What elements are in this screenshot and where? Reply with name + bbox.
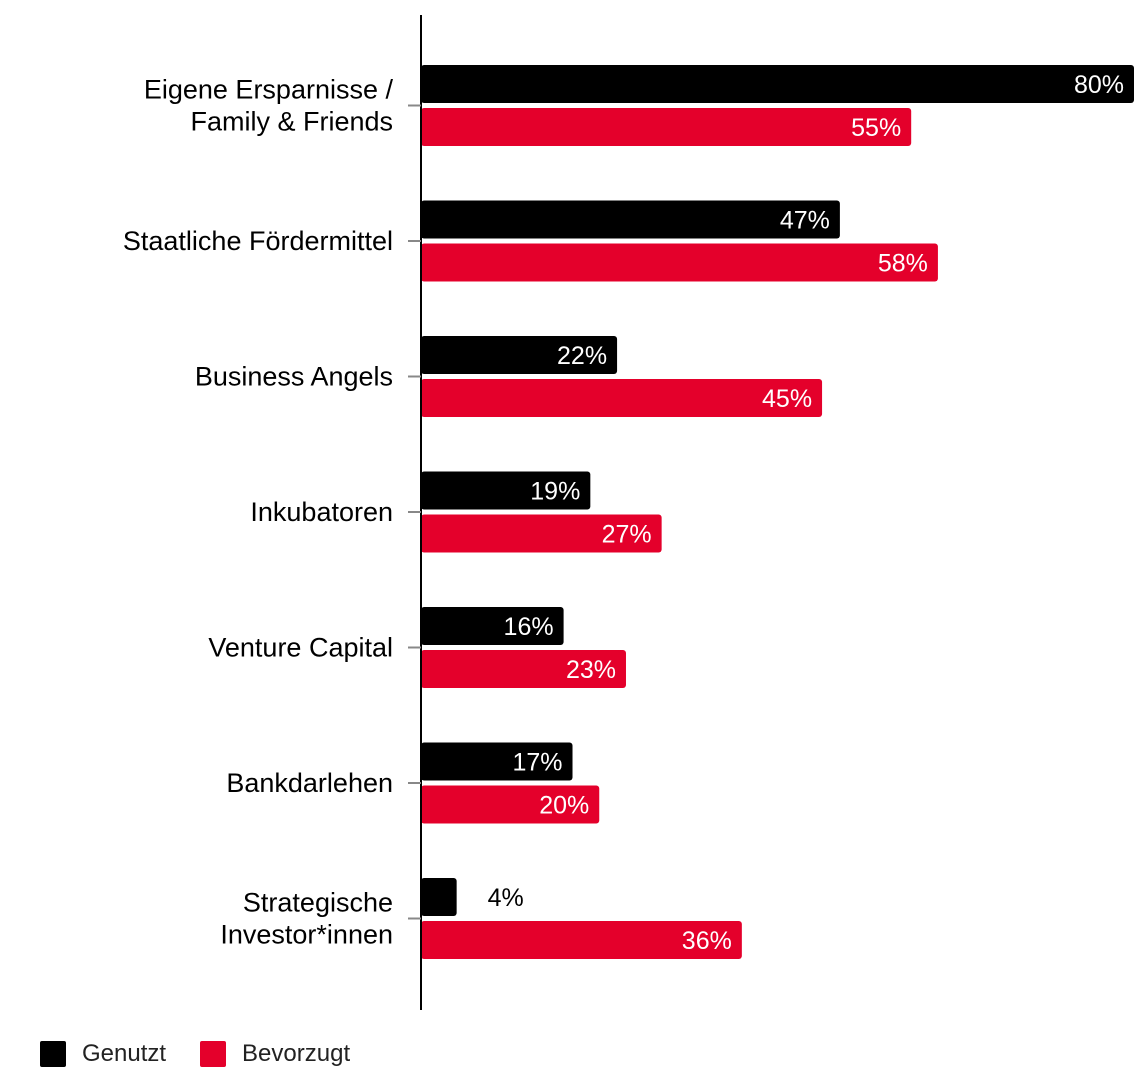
- category-label: Strategische Investor*innen: [220, 888, 393, 950]
- category-label: Business Angels: [195, 362, 393, 392]
- value-label-bevorzugt: 27%: [602, 521, 652, 549]
- value-label-genutzt: 4%: [488, 884, 524, 912]
- value-label-genutzt: 17%: [512, 749, 562, 777]
- bar-genutzt: [421, 200, 840, 239]
- category-label-line: Venture Capital: [208, 633, 393, 663]
- value-label-bevorzugt: 55%: [851, 114, 901, 142]
- value-label-bevorzugt: 58%: [878, 250, 928, 278]
- category-label: Eigene Ersparnisse / Family & Friends: [144, 75, 394, 137]
- category-label-line: Strategische: [243, 888, 393, 918]
- legend-label-genutzt: Genutzt: [82, 1040, 167, 1067]
- bar-bevorzugt: [421, 379, 823, 417]
- bar-genutzt: [421, 742, 573, 781]
- legend-swatch-genutzt: [40, 1041, 66, 1067]
- category-label: Staatliche Fördermittel: [123, 226, 393, 256]
- value-label-bevorzugt: 20%: [539, 792, 589, 820]
- value-label-genutzt: 80%: [1074, 71, 1124, 99]
- legend-item-bevorzugt: Bevorzugt: [200, 1040, 350, 1068]
- category-label-line: Investor*innen: [220, 920, 393, 950]
- bar-bevorzugt: [421, 243, 938, 282]
- bar-genutzt: [421, 878, 457, 916]
- bar-genutzt: [421, 65, 1134, 103]
- value-label-bevorzugt: 23%: [566, 656, 616, 684]
- category-label-line: Staatliche Fördermittel: [123, 226, 393, 256]
- category-label-line: Business Angels: [195, 362, 393, 392]
- bar-genutzt: [421, 607, 564, 645]
- value-label-genutzt: 19%: [530, 478, 580, 506]
- bar-bevorzugt: [421, 108, 912, 146]
- bar-bevorzugt: [421, 921, 742, 959]
- category-label-line: Inkubatoren: [250, 497, 393, 527]
- legend-label-bevorzugt: Bevorzugt: [242, 1040, 351, 1067]
- bar-genutzt: [421, 471, 591, 510]
- legend: Genutzt Bevorzugt: [40, 1040, 384, 1068]
- category-label-line: Eigene Ersparnisse /: [144, 75, 394, 105]
- legend-item-genutzt: Genutzt: [40, 1040, 166, 1068]
- legend-swatch-bevorzugt: [200, 1041, 227, 1067]
- bar-bevorzugt: [421, 514, 662, 553]
- value-label-bevorzugt: 36%: [682, 927, 732, 955]
- category-label: Bankdarlehen: [226, 768, 393, 798]
- category-label-line: Family & Friends: [190, 107, 393, 137]
- bars-group: 80% 55% 47% 58% 22% 45% 19% 27% 16% 23% 17% 20% 4% 36…: [421, 65, 1134, 959]
- bar-genutzt: [421, 336, 618, 374]
- bar-bevorzugt: [421, 785, 600, 824]
- category-label: Inkubatoren: [250, 497, 393, 527]
- value-label-genutzt: 22%: [557, 342, 607, 370]
- category-label-line: Bankdarlehen: [226, 768, 393, 798]
- category-labels: Eigene Ersparnisse / Family & Friends Staa…: [123, 75, 421, 950]
- bar-bevorzugt: [421, 650, 626, 688]
- value-label-genutzt: 16%: [504, 613, 554, 641]
- value-label-genutzt: 47%: [780, 207, 830, 235]
- value-label-bevorzugt: 45%: [762, 385, 812, 413]
- category-label: Venture Capital: [208, 633, 393, 663]
